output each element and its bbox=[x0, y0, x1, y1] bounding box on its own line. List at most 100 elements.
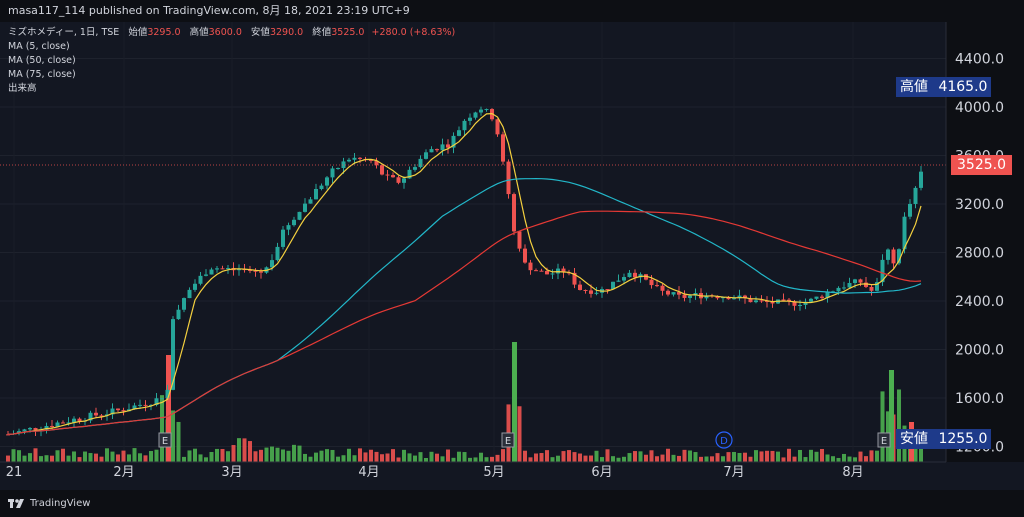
moving-averages bbox=[7, 112, 922, 435]
high-value: 3600.0 bbox=[208, 27, 242, 38]
candle-body bbox=[473, 112, 478, 118]
candle-body bbox=[638, 274, 643, 278]
tradingview-logo[interactable]: TradingView bbox=[8, 497, 90, 509]
ma5-line bbox=[7, 112, 922, 435]
earnings-marker[interactable] bbox=[877, 432, 891, 448]
candle-body bbox=[468, 117, 472, 121]
volume-bar bbox=[688, 450, 692, 462]
earnings-marker[interactable] bbox=[158, 432, 172, 448]
candle-body bbox=[143, 404, 148, 406]
time-tick-label: 2月 bbox=[113, 465, 134, 480]
legend-volume[interactable]: 出来高 bbox=[8, 83, 37, 94]
volume-bar bbox=[132, 448, 137, 462]
candle-body bbox=[649, 279, 654, 286]
candle-body bbox=[660, 285, 665, 291]
volume-bar bbox=[710, 456, 714, 462]
volume-bar bbox=[528, 457, 533, 462]
price-chart[interactable]: E E D E 4400.0 4000.0 3600.0 3200.0 2800.0 2400.… bbox=[0, 22, 1024, 490]
candle-body bbox=[6, 434, 10, 436]
volume-bar bbox=[726, 452, 731, 462]
time-tick-label: 6月 bbox=[591, 465, 612, 480]
price-tick-label: 2000.0 bbox=[955, 343, 1004, 359]
candle-body bbox=[523, 248, 527, 263]
volume-bar bbox=[22, 455, 27, 462]
candle-body bbox=[501, 134, 505, 162]
dividend-marker[interactable] bbox=[715, 431, 733, 449]
open-label: 始値 bbox=[128, 27, 148, 38]
volume-bar bbox=[270, 446, 274, 462]
volume-bar bbox=[391, 449, 395, 462]
candle-body bbox=[737, 295, 742, 299]
volume-bar bbox=[352, 455, 357, 462]
symbol-label[interactable]: ミズホメディー, 1日, TSE bbox=[8, 27, 120, 38]
volume-bar bbox=[594, 450, 599, 462]
volume-bar bbox=[451, 457, 456, 462]
volume-bar bbox=[633, 451, 637, 462]
candle-body bbox=[28, 427, 32, 430]
volume-bar bbox=[193, 448, 197, 462]
volume-bar bbox=[99, 456, 104, 462]
legend-ma5[interactable]: MA (5, close) bbox=[8, 41, 70, 52]
candle-body bbox=[336, 168, 340, 170]
volume-bar bbox=[556, 455, 560, 462]
candle-body bbox=[671, 292, 676, 295]
volume-bar bbox=[803, 457, 808, 462]
volume-bar bbox=[418, 452, 423, 462]
volume-bar bbox=[138, 453, 142, 462]
candle-body bbox=[292, 219, 296, 226]
candle-body bbox=[204, 274, 208, 276]
candle-body bbox=[798, 304, 802, 306]
earnings-marker-label: E bbox=[162, 436, 168, 447]
candle-body bbox=[66, 422, 71, 424]
candle-body bbox=[864, 282, 868, 287]
legend-ma50[interactable]: MA (50, close) bbox=[8, 55, 76, 66]
close-label: 終値 bbox=[312, 27, 332, 38]
candle-body bbox=[413, 167, 417, 170]
volume-bar bbox=[836, 457, 841, 462]
candle-body bbox=[814, 296, 819, 299]
volume-bar bbox=[308, 456, 313, 462]
candle-body bbox=[754, 300, 758, 303]
candle-body bbox=[187, 289, 192, 299]
earnings-marker-label: E bbox=[881, 436, 887, 447]
candle-body bbox=[605, 289, 610, 291]
volume-bar bbox=[66, 455, 71, 462]
volume-bar bbox=[858, 451, 863, 462]
volume-spike bbox=[889, 370, 894, 462]
candle-body bbox=[836, 287, 841, 292]
candle-body bbox=[803, 301, 808, 305]
legend-symbol-row: ミズホメディー, 1日, TSE 始値3295.0 高値3600.0 安値329… bbox=[8, 26, 455, 40]
volume-bar bbox=[539, 453, 544, 462]
volume-bar bbox=[28, 453, 32, 462]
candle-body bbox=[99, 415, 104, 417]
candle-body bbox=[330, 168, 335, 178]
legend-ma75[interactable]: MA (75, close) bbox=[8, 69, 76, 80]
volume-bar bbox=[842, 453, 846, 462]
candle-body bbox=[193, 283, 197, 290]
volume-bar bbox=[319, 450, 324, 462]
volume-bar bbox=[880, 391, 885, 462]
volume-bar bbox=[413, 455, 417, 462]
volume-bar bbox=[154, 449, 159, 462]
volume-bar bbox=[242, 438, 247, 462]
candle-body bbox=[154, 398, 159, 405]
last-price-value: 3525.0 bbox=[957, 157, 1006, 173]
candle-body bbox=[715, 296, 720, 299]
volume-bar bbox=[198, 454, 203, 462]
earnings-marker[interactable] bbox=[501, 432, 515, 448]
candle-body bbox=[110, 408, 115, 415]
volume-bar bbox=[248, 441, 252, 462]
candle-body bbox=[281, 229, 285, 247]
price-tick-label: 4000.0 bbox=[955, 100, 1004, 116]
candle-body bbox=[226, 268, 230, 270]
candle-body bbox=[44, 425, 49, 430]
volume-bar bbox=[369, 449, 373, 462]
high-tag-value: 4165.0 bbox=[938, 79, 988, 95]
volume-bar bbox=[550, 457, 555, 462]
candle-body bbox=[33, 427, 38, 431]
price-axis-ticks: 4400.04000.03600.03200.02800.02400.02000… bbox=[955, 52, 1004, 456]
volume-bar bbox=[215, 448, 219, 462]
candle-body bbox=[688, 295, 692, 298]
ma75-line bbox=[7, 210, 922, 435]
